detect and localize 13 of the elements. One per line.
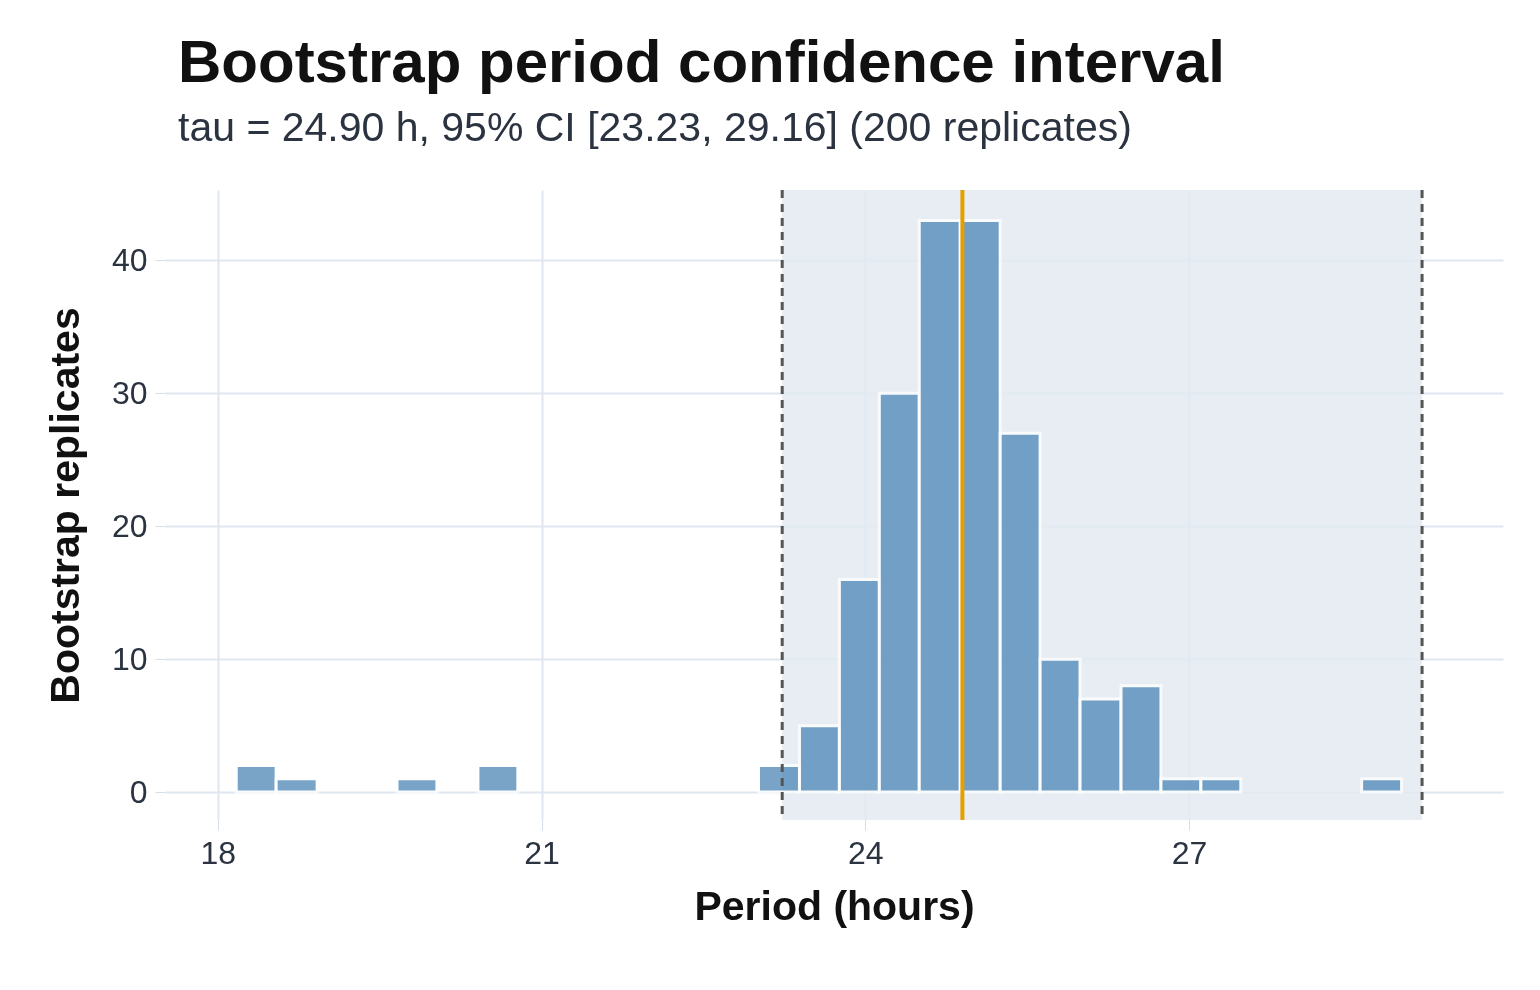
chart-title: Bootstrap period confidence interval [178, 28, 1225, 95]
x-axis-title: Period (hours) [694, 882, 975, 929]
y-tick-label: 20 [111, 507, 148, 544]
x-tick-label: 24 [848, 834, 884, 871]
x-tick-label: 27 [1171, 834, 1208, 871]
chart-subtitle: tau = 24.90 h, 95% CI [23.23, 29.16] (200 replicates) [178, 104, 1132, 150]
y-tick-label: 10 [111, 640, 148, 677]
x-tick-label: 18 [200, 834, 237, 871]
y-axis-title: Bootstrap replicates [41, 307, 88, 704]
y-tick-label: 30 [111, 374, 148, 411]
y-tick-label: 40 [111, 241, 148, 278]
y-tick-label: 0 [129, 773, 148, 810]
x-tick-label: 21 [524, 834, 560, 871]
